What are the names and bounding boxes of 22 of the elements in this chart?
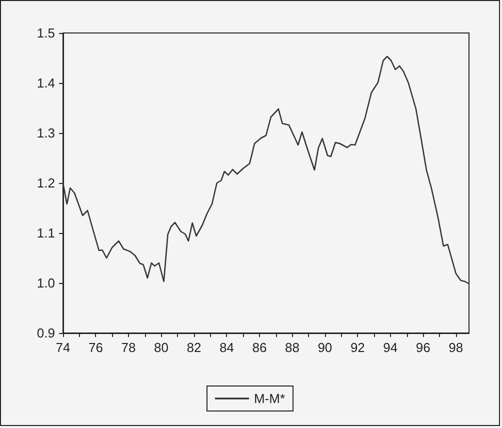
x-tick-label: 80 [154, 340, 168, 355]
y-tick-label: 0.9 [36, 326, 55, 340]
y-tick-label: 1.4 [36, 76, 55, 90]
x-tick-label: 86 [252, 340, 267, 355]
y-tick-label: 1.3 [36, 126, 55, 140]
x-tick-label: 96 [416, 340, 430, 355]
x-tick-label: 88 [284, 340, 300, 355]
x-tick-label: 84 [219, 340, 234, 355]
x-tick-label: 90 [318, 340, 332, 355]
y-tick-label: 1.1 [36, 226, 55, 240]
legend-label: M-M* [254, 391, 286, 406]
x-tick-label: 92 [350, 340, 365, 355]
x-tick-label: 98 [448, 340, 464, 355]
y-tick-label: 1.0 [36, 276, 55, 290]
line-series [62, 56, 469, 284]
y-tick-label: 1.5 [36, 26, 55, 40]
x-tick-label: 94 [383, 340, 398, 355]
y-tick-label: 1.2 [36, 176, 55, 190]
x-tick-label: 76 [88, 340, 103, 355]
x-tick-label: 74 [56, 340, 70, 355]
x-tick-label: 78 [121, 340, 136, 355]
x-tick-label: 82 [186, 340, 202, 355]
